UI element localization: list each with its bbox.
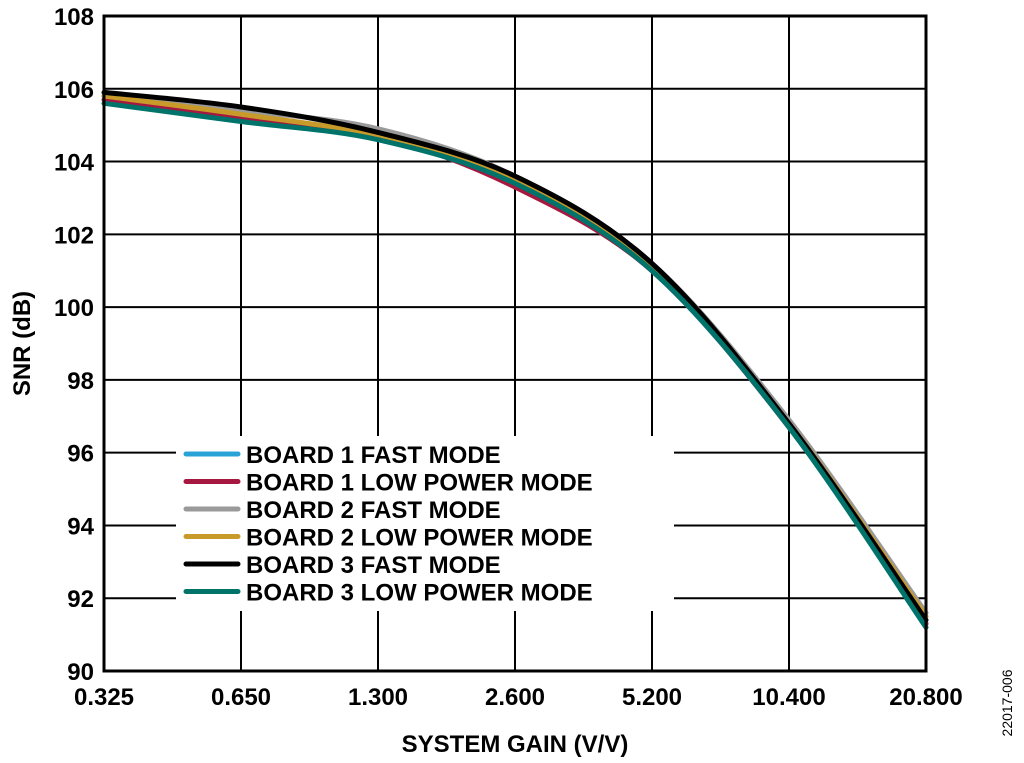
x-axis-label: SYSTEM GAIN (V/V): [402, 731, 629, 758]
x-tick-label: 2.600: [485, 684, 545, 711]
y-tick-label: 94: [67, 513, 94, 540]
figure-id: 22017-006: [999, 669, 1015, 736]
legend-label: BOARD 1 FAST MODE: [246, 442, 501, 469]
legend-label: BOARD 1 LOW POWER MODE: [246, 470, 593, 497]
x-tick-label: 20.800: [889, 684, 962, 711]
legend-label: BOARD 3 FAST MODE: [246, 552, 501, 579]
legend-label: BOARD 2 FAST MODE: [246, 497, 501, 524]
legend-label: BOARD 3 LOW POWER MODE: [246, 580, 593, 607]
y-tick-label: 92: [67, 586, 94, 613]
y-tick-label: 100: [54, 295, 94, 322]
y-tick-label: 108: [54, 4, 94, 31]
y-tick-label: 90: [67, 659, 94, 686]
x-tick-label: 0.325: [74, 684, 134, 711]
legend-background: [176, 436, 674, 611]
y-tick-label: 104: [54, 150, 95, 177]
y-tick-label: 102: [54, 222, 94, 249]
series-lines: [101, 89, 929, 630]
x-tick-label: 10.400: [752, 684, 825, 711]
y-axis-label: SNR (dB): [9, 291, 36, 396]
plot-frame: [102, 14, 928, 673]
x-tick-label: 5.200: [622, 684, 682, 711]
x-tick-label: 1.300: [348, 684, 408, 711]
legend-label: BOARD 2 LOW POWER MODE: [246, 525, 593, 552]
y-tick-label: 98: [67, 368, 94, 395]
y-tick-label: 106: [54, 77, 94, 104]
y-tick-labels: 90 92 94 96 98 100 102 104 106 108: [54, 4, 95, 686]
x-tick-label: 0.650: [211, 684, 271, 711]
y-tick-label: 96: [67, 441, 94, 468]
series-line-6: [101, 100, 929, 630]
x-tick-labels: 0.325 0.650 1.300 2.600 5.200 10.400 20.800: [74, 684, 963, 711]
